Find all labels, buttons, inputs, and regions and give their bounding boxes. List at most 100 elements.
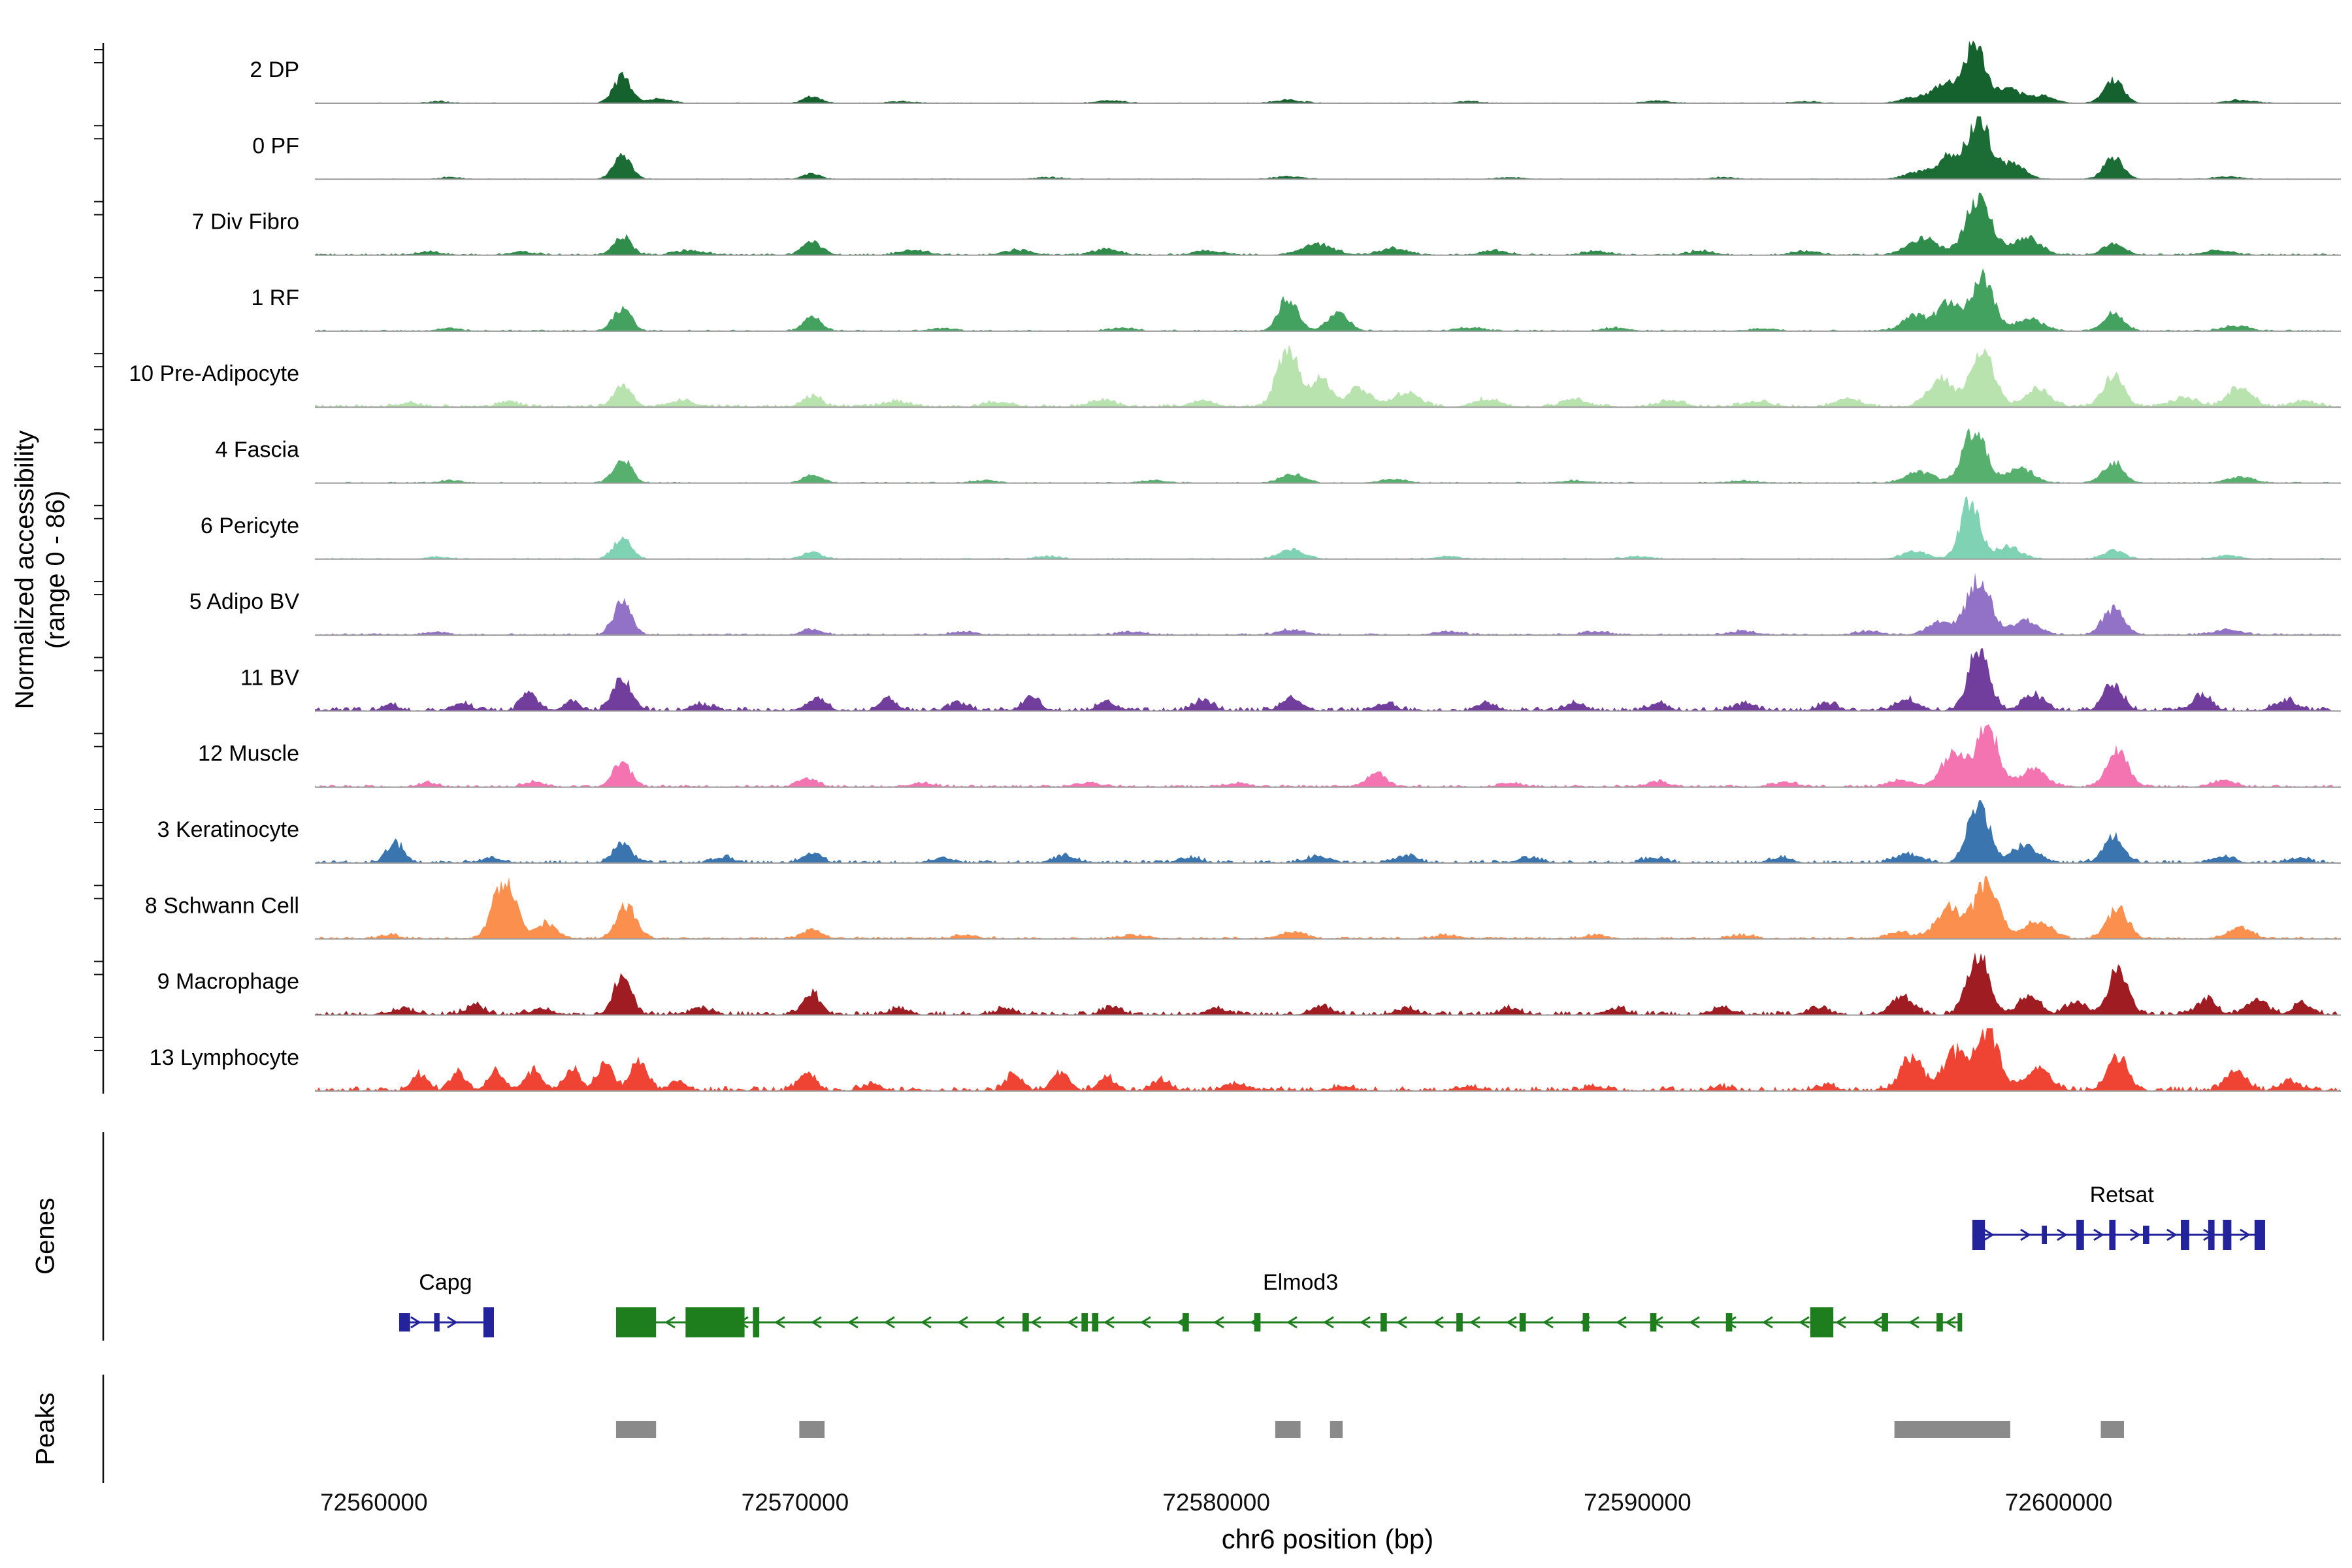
exon-retsat bbox=[2109, 1220, 2116, 1250]
exon-retsat bbox=[2076, 1220, 2084, 1250]
strand-arrow-icon bbox=[994, 1316, 1005, 1329]
peak-region bbox=[2100, 1421, 2124, 1438]
exon-retsat bbox=[2254, 1220, 2265, 1250]
track-label: 2 DP bbox=[250, 57, 299, 82]
exon-elmod3 bbox=[1957, 1313, 1963, 1331]
strand-arrow-icon bbox=[1689, 1316, 1700, 1329]
peak-region bbox=[1330, 1421, 1343, 1438]
strand-arrow-icon bbox=[1213, 1316, 1224, 1329]
strand-arrow-icon bbox=[1835, 1316, 1846, 1329]
strand-arrow-icon bbox=[410, 1316, 421, 1329]
exon-elmod3 bbox=[1092, 1313, 1099, 1331]
strand-arrow-icon bbox=[1140, 1316, 1151, 1329]
exon-elmod3 bbox=[1810, 1307, 1834, 1337]
x-tick-label: 72590000 bbox=[1584, 1489, 1691, 1516]
strand-arrow-icon bbox=[1908, 1316, 1919, 1329]
exon-elmod3 bbox=[1456, 1313, 1463, 1331]
strand-arrow-icon bbox=[1762, 1316, 1773, 1329]
signal-track-9-macrophage bbox=[315, 952, 2341, 1015]
strand-arrow-icon bbox=[1323, 1316, 1334, 1329]
strand-arrow-icon bbox=[1433, 1316, 1444, 1329]
track-label: 11 BV bbox=[240, 665, 299, 690]
strand-arrow-icon bbox=[884, 1316, 895, 1329]
strand-arrow-icon bbox=[1030, 1316, 1041, 1329]
track-label: 9 Macrophage bbox=[157, 970, 299, 994]
exon-retsat bbox=[2181, 1220, 2189, 1250]
strand-arrow-icon bbox=[1616, 1316, 1627, 1329]
genes-section-label: Genes bbox=[31, 1198, 60, 1275]
strand-arrow-icon bbox=[2020, 1228, 2031, 1241]
peak-region bbox=[615, 1421, 657, 1438]
x-tick-label: 72570000 bbox=[742, 1489, 849, 1516]
exon-elmod3 bbox=[753, 1307, 760, 1337]
strand-arrow-icon bbox=[1286, 1316, 1298, 1329]
signal-track-13-lymphocyte bbox=[315, 1028, 2341, 1091]
strand-arrow-icon bbox=[921, 1316, 932, 1329]
exon-capg bbox=[434, 1313, 440, 1331]
exon-elmod3 bbox=[1022, 1313, 1029, 1331]
strand-arrow-icon bbox=[774, 1316, 785, 1329]
signal-track-3-keratinocyte bbox=[315, 800, 2341, 863]
strand-arrow-icon bbox=[1103, 1316, 1115, 1329]
peaks-section-label: Peaks bbox=[31, 1392, 60, 1465]
tracks-axis-label-line2: (range 0 - 86) bbox=[41, 490, 70, 649]
exon-elmod3 bbox=[1725, 1313, 1733, 1331]
exon-capg bbox=[399, 1313, 410, 1331]
track-label: 1 RF bbox=[251, 286, 299, 310]
exon-elmod3 bbox=[1650, 1313, 1657, 1331]
exon-retsat bbox=[2208, 1220, 2215, 1250]
exon-elmod3 bbox=[1183, 1313, 1189, 1331]
strand-arrow-icon bbox=[1984, 1228, 1995, 1241]
x-axis-label: chr6 position (bp) bbox=[1221, 1524, 1434, 1554]
exon-elmod3 bbox=[1254, 1313, 1261, 1331]
strand-arrow-icon bbox=[2093, 1228, 2104, 1241]
signal-track-5-adipo-bv bbox=[315, 572, 2341, 636]
exon-elmod3 bbox=[1380, 1313, 1387, 1331]
strand-arrow-icon bbox=[447, 1316, 458, 1329]
strand-arrow-icon bbox=[2130, 1228, 2141, 1241]
gene-name-label: Elmod3 bbox=[1263, 1270, 1338, 1295]
signal-track-2-dp bbox=[315, 41, 2341, 103]
x-tick-label: 72580000 bbox=[1162, 1489, 1270, 1516]
strand-arrow-icon bbox=[847, 1316, 858, 1329]
tracks-axis-label: Normalized accessibility (range 0 - 86) bbox=[10, 431, 71, 710]
exon-elmod3 bbox=[1519, 1313, 1526, 1331]
gene-name-label: Capg bbox=[419, 1270, 472, 1295]
track-label: 3 Keratinocyte bbox=[157, 817, 299, 842]
exon-elmod3 bbox=[685, 1307, 745, 1337]
exon-retsat bbox=[2042, 1226, 2048, 1244]
tracks-axis-label-line1: Normalized accessibility bbox=[10, 430, 39, 710]
strand-arrow-icon bbox=[811, 1316, 822, 1329]
exon-elmod3 bbox=[1582, 1313, 1590, 1331]
signal-track-6-pericyte bbox=[315, 496, 2341, 559]
strand-arrow-icon bbox=[2166, 1228, 2178, 1241]
strand-arrow-icon bbox=[2057, 1228, 2068, 1241]
strand-arrow-icon bbox=[1469, 1316, 1480, 1329]
track-label: 10 Pre-Adipocyte bbox=[129, 361, 299, 386]
strand-arrow-icon bbox=[1360, 1316, 1371, 1329]
strand-arrow-icon bbox=[2240, 1228, 2251, 1241]
x-tick-label: 72600000 bbox=[2005, 1489, 2113, 1516]
strand-arrow-icon bbox=[664, 1316, 676, 1329]
signal-track-10-pre-adipocyte bbox=[315, 344, 2341, 408]
exon-retsat bbox=[2142, 1226, 2149, 1244]
x-tick-label: 72560000 bbox=[320, 1489, 428, 1516]
exon-capg bbox=[483, 1307, 494, 1337]
gene-name-label: Retsat bbox=[2090, 1183, 2155, 1207]
track-label: 6 Pericyte bbox=[201, 514, 299, 538]
exon-elmod3 bbox=[1882, 1313, 1888, 1331]
signal-track-1-rf bbox=[315, 268, 2341, 331]
track-label: 5 Adipo BV bbox=[189, 589, 300, 614]
peak-region bbox=[1275, 1421, 1301, 1438]
peak-region bbox=[799, 1421, 825, 1438]
strand-arrow-icon bbox=[1396, 1316, 1407, 1329]
track-label: 12 Muscle bbox=[198, 742, 299, 766]
signal-track-0-pf bbox=[315, 116, 2341, 180]
signal-track-12-muscle bbox=[315, 724, 2341, 787]
exon-retsat bbox=[1972, 1220, 1985, 1250]
exon-elmod3 bbox=[1081, 1313, 1088, 1331]
exon-retsat bbox=[2223, 1220, 2232, 1250]
strand-arrow-icon bbox=[1543, 1316, 1554, 1329]
